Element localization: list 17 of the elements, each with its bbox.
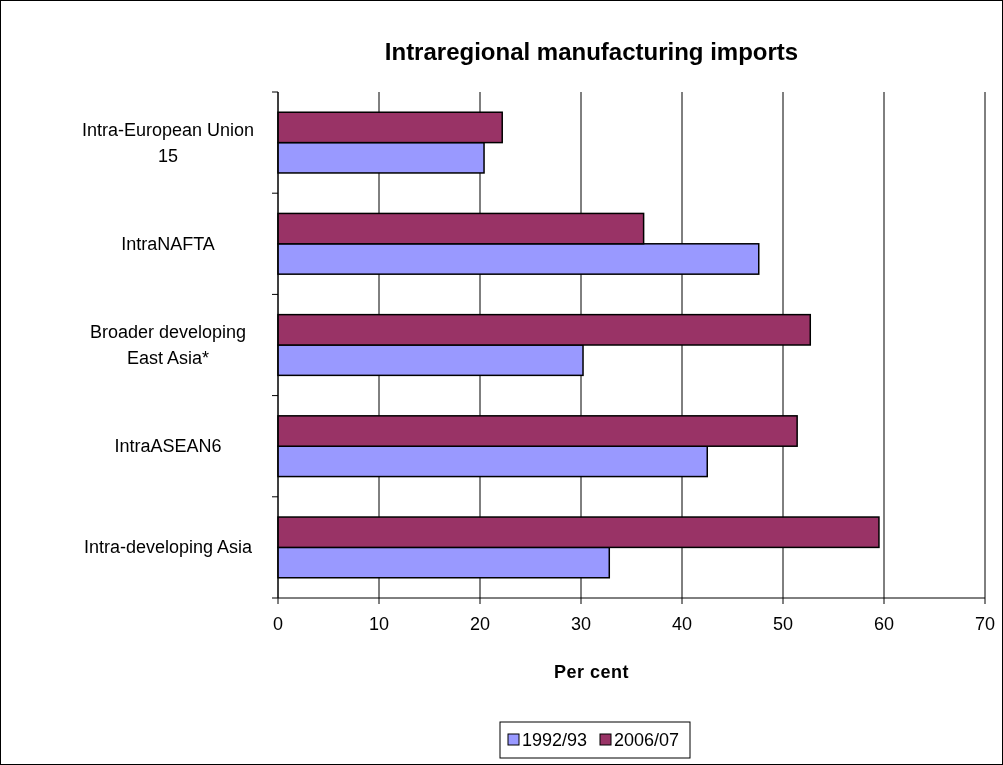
- legend-label: 2006/07: [614, 730, 680, 750]
- y-tick-label: Broader developing East Asia*: [89, 322, 247, 368]
- y-tick-label: Intra-developing Asia: [83, 537, 254, 558]
- x-tick-label: 30: [570, 614, 592, 634]
- x-tick-label: 50: [772, 614, 794, 634]
- y-tick-label: Intra-European Union 15: [81, 119, 255, 166]
- x-tick-label: 20: [469, 614, 491, 634]
- x-tick-label: 40: [671, 614, 693, 634]
- x-tick-label: 70: [974, 614, 996, 634]
- x-tick-label: 10: [368, 614, 390, 634]
- x-tick-label: 0: [272, 614, 284, 634]
- x-tick-label: 60: [873, 614, 895, 634]
- chart-title: Intraregional manufacturing imports: [384, 38, 799, 65]
- x-axis-title: Per cent: [553, 662, 630, 682]
- legend-label: 1992/93: [522, 730, 588, 750]
- y-tick-label: IntraASEAN6: [114, 436, 222, 457]
- y-tick-label: IntraNAFTA: [121, 233, 215, 254]
